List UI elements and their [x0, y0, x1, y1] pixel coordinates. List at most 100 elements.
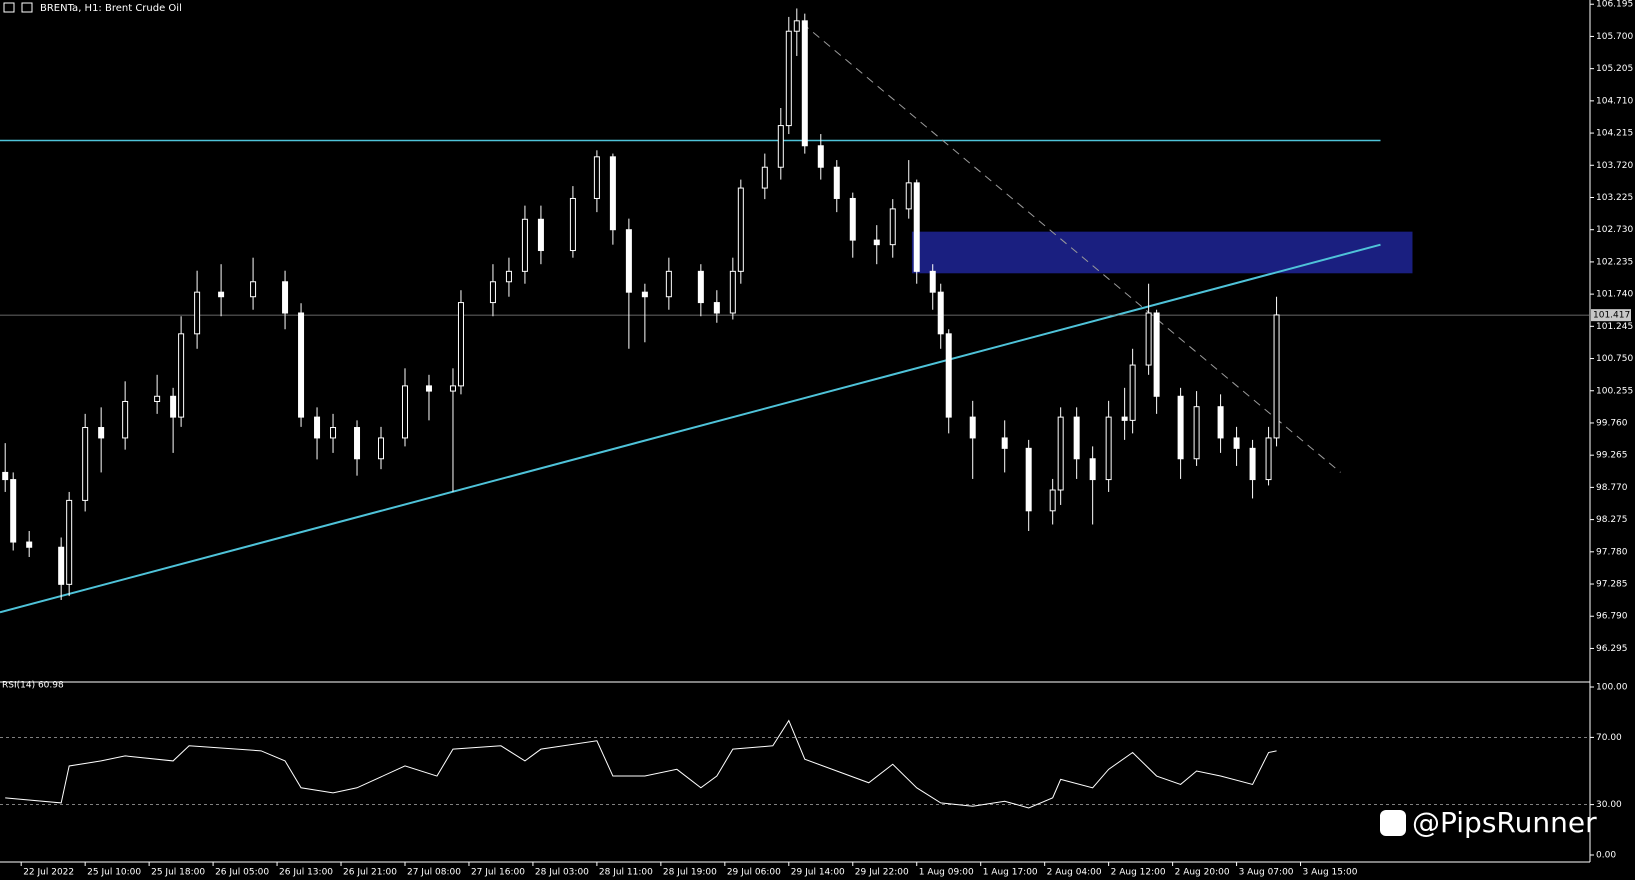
current-price-box — [1591, 309, 1631, 322]
candle-body — [449, 385, 456, 392]
current-price-label: 101.417 — [1593, 311, 1630, 321]
y-tick-label: 96.295 — [1596, 644, 1628, 654]
candle-body — [457, 302, 464, 387]
candle-body — [282, 281, 289, 314]
x-tick-label: 2 Aug 12:00 — [1111, 868, 1166, 878]
candle-body — [537, 218, 544, 252]
x-tick-label: 2 Aug 20:00 — [1175, 868, 1230, 878]
candle-body — [505, 270, 512, 283]
candle-body — [785, 30, 792, 127]
candle-body — [1073, 416, 1080, 460]
x-tick-label: 26 Jul 21:00 — [343, 868, 397, 878]
candle-body — [817, 145, 824, 168]
x-tick-label: 1 Aug 17:00 — [983, 868, 1038, 878]
candle-body — [82, 427, 89, 501]
x-tick-label: 27 Jul 08:00 — [407, 868, 461, 878]
y-tick-label: 98.275 — [1596, 515, 1628, 525]
candle-body — [641, 291, 648, 298]
candle-body — [697, 270, 704, 304]
y-tick-label: 104.710 — [1596, 96, 1633, 106]
candle-body — [801, 20, 808, 147]
candle-body — [1129, 364, 1136, 421]
candle-body — [1273, 314, 1280, 439]
y-tick-label: 70.00 — [1596, 733, 1622, 743]
y-tick-label: 101.740 — [1596, 290, 1633, 300]
candle-body — [873, 239, 880, 246]
dashed-trend-line — [802, 23, 1341, 473]
candle-body — [194, 291, 201, 335]
icon — [21, 2, 33, 13]
candle-body — [889, 208, 896, 246]
candle-body — [1145, 312, 1152, 366]
rsi-line — [5, 719, 1277, 809]
x-tick-label: 26 Jul 13:00 — [279, 868, 333, 878]
candle-body — [609, 156, 616, 231]
candle-body — [1057, 416, 1064, 491]
y-tick-label: 105.700 — [1596, 32, 1633, 42]
candle-body — [713, 302, 720, 314]
x-tick-label: 2 Aug 04:00 — [1047, 868, 1102, 878]
x-tick-label: 28 Jul 19:00 — [663, 868, 717, 878]
y-tick-label: 103.225 — [1596, 193, 1633, 203]
y-tick-label: 100.750 — [1596, 354, 1633, 364]
candle-body — [937, 291, 944, 335]
y-tick-label: 0.00 — [1596, 851, 1616, 861]
y-tick-label: 100.255 — [1596, 386, 1633, 396]
x-tick-label: 22 Jul 2022 — [23, 868, 74, 878]
candle-body — [905, 182, 912, 210]
candle-body — [761, 166, 768, 189]
candle-body — [625, 229, 632, 293]
candle-body — [737, 187, 744, 272]
panel-title: RSI(14) 60.98 — [2, 681, 64, 691]
candle-body — [122, 400, 129, 439]
icon — [3, 2, 15, 13]
x-tick-label: 29 Jul 22:00 — [855, 868, 909, 878]
candle-body — [1249, 447, 1256, 481]
x-tick-label: 28 Jul 11:00 — [599, 868, 653, 878]
candle-body — [154, 395, 161, 402]
candle-body — [1217, 406, 1224, 439]
y-tick-label: 101.245 — [1596, 322, 1633, 332]
y-tick-label: 30.00 — [1596, 800, 1622, 810]
trend-line — [0, 243, 1381, 614]
candle-body — [913, 182, 920, 272]
candle-body — [250, 281, 257, 298]
candle-body — [793, 20, 800, 32]
candle-body — [969, 416, 976, 439]
candle-body — [1265, 437, 1272, 481]
y-tick-label: 99.265 — [1596, 451, 1628, 461]
candle-body — [569, 197, 576, 252]
candle-body — [378, 437, 385, 460]
candle-body — [2, 471, 9, 481]
y-tick-label: 106.195 — [1596, 0, 1633, 10]
candle-body — [178, 333, 185, 418]
candle-body — [1177, 395, 1184, 460]
candle-body — [1001, 437, 1008, 449]
candle-body — [489, 281, 496, 304]
x-tick-label: 29 Jul 06:00 — [727, 868, 781, 878]
candle-body — [929, 270, 936, 293]
x-tick-label: 25 Jul 18:00 — [151, 868, 205, 878]
candle-body — [521, 218, 528, 272]
candle-body — [849, 197, 856, 241]
y-tick-label: 96.790 — [1596, 612, 1628, 622]
y-tick-label: 97.780 — [1596, 547, 1628, 557]
candle-body — [314, 416, 321, 439]
x-tick-label: 28 Jul 03:00 — [535, 868, 589, 878]
candle-body — [170, 395, 177, 418]
candle-body — [330, 427, 337, 439]
candle-body — [833, 166, 840, 199]
candle-body — [1121, 416, 1128, 421]
candle-body — [401, 385, 408, 439]
y-tick-label: 102.235 — [1596, 257, 1633, 267]
x-tick-label: 29 Jul 14:00 — [791, 868, 845, 878]
candle-body — [1049, 489, 1056, 512]
candle-body — [354, 427, 361, 460]
x-tick-label: 26 Jul 05:00 — [215, 868, 269, 878]
y-tick-label: 99.760 — [1596, 418, 1628, 428]
logo — [1380, 810, 1406, 836]
